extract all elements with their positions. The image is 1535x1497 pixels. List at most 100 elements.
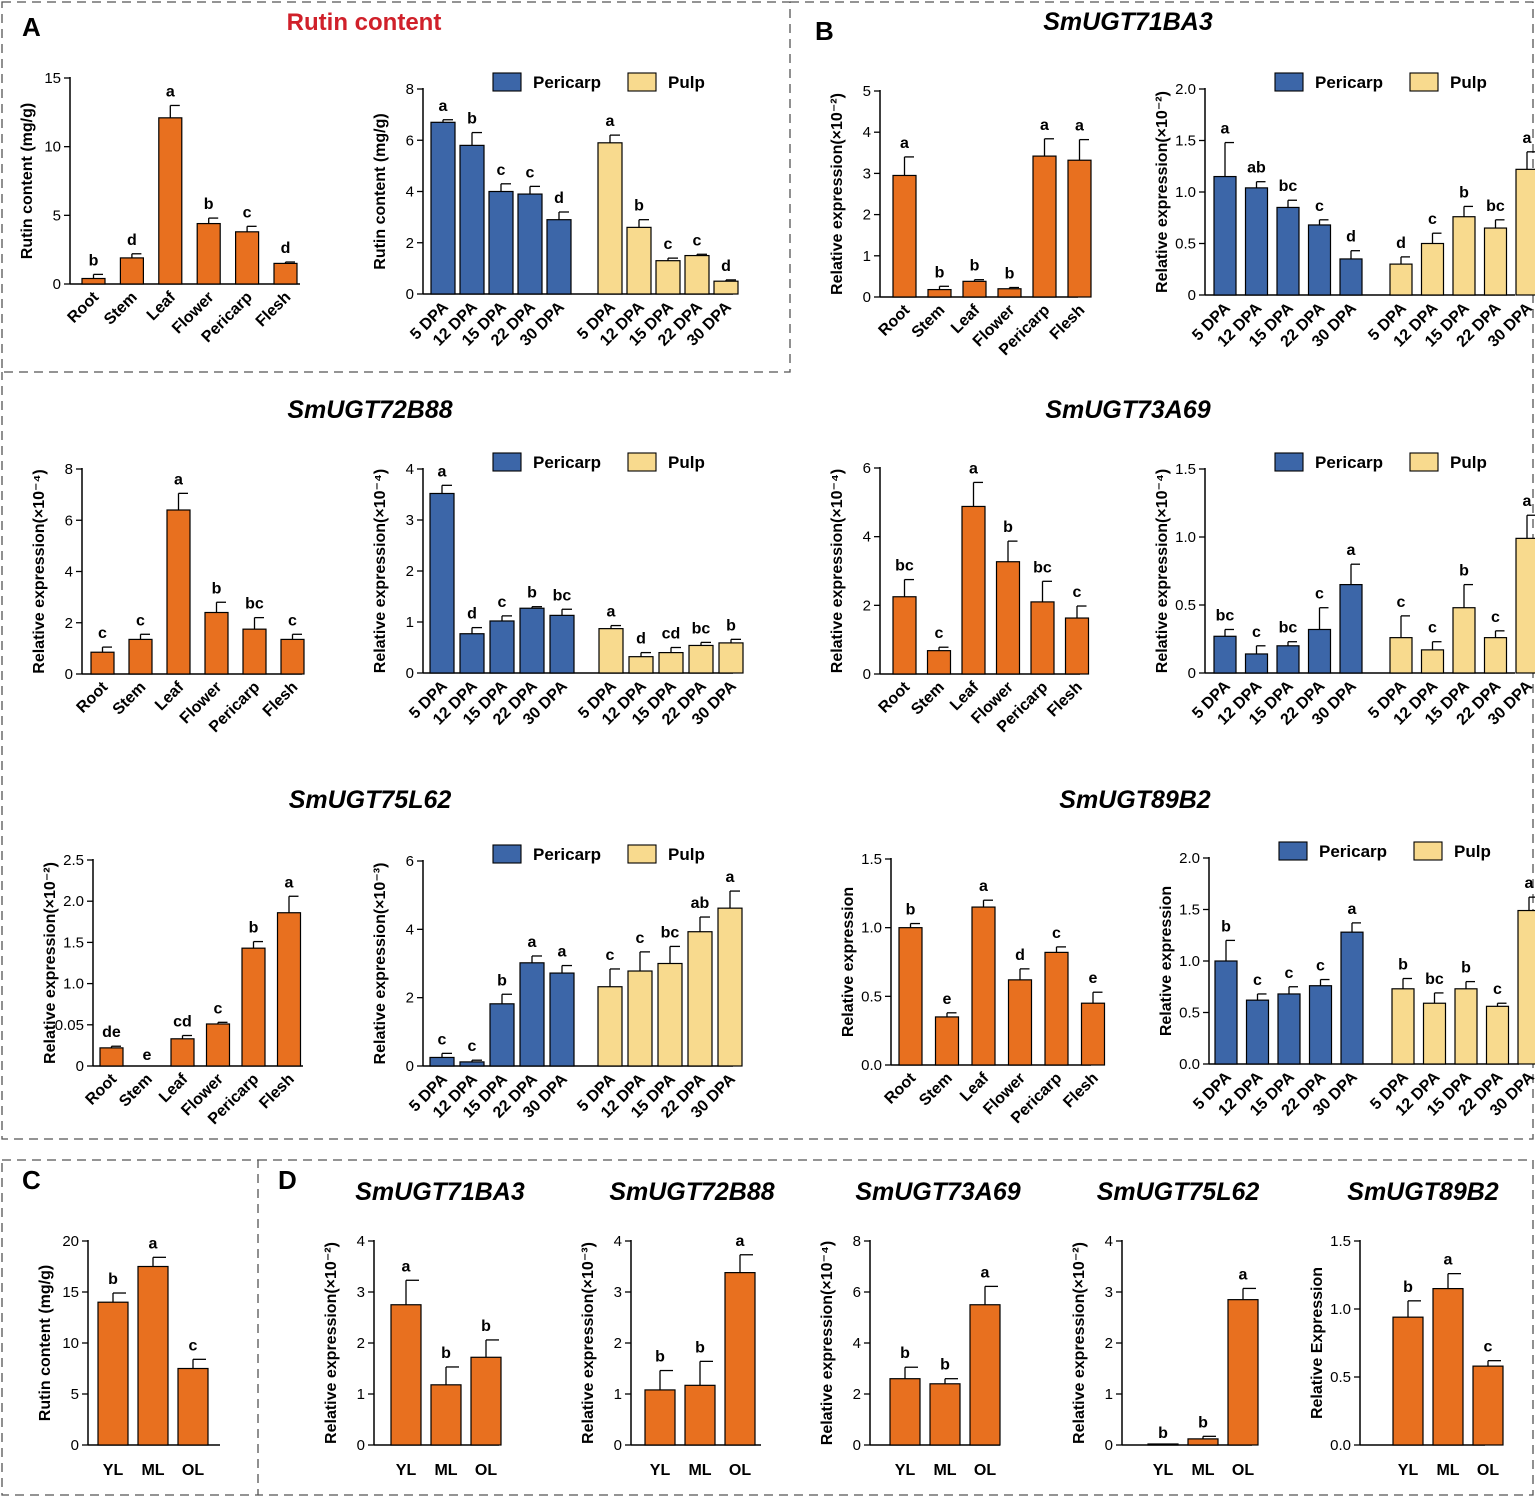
significance-letter: c [136,612,145,629]
pericarp-bar [1308,985,1333,1065]
x-tick-label: Root [65,288,103,326]
significance-letter: c [1428,620,1437,637]
y-tick-label: 4 [406,921,414,938]
y-tick-label: 1.0 [1175,184,1196,201]
y-tick-label: 0 [65,666,73,683]
pericarp-bar [488,190,514,295]
y-tick-label: 0 [406,286,414,303]
pulp-bar [688,644,714,674]
pericarp-bar [549,614,575,674]
x-tick-label: Stem [909,302,949,342]
y-axis-label: Relative expression [840,887,857,1037]
x-tick-label: Root [882,1069,920,1107]
significance-letter: c [1285,965,1294,982]
tissue-bar [90,651,115,675]
y-axis-label: Relative expression [1158,886,1175,1036]
significance-letter: c [1397,594,1406,611]
pulp-bar [597,142,623,295]
y-tick-label: 1.0 [63,976,84,993]
pericarp-bar [1339,258,1363,296]
y-tick-label: 1.0 [1179,953,1200,970]
significance-letter: a [285,874,294,891]
legend-label-pericarp: Pericarp [1315,73,1383,92]
significance-letter: b [1459,563,1469,580]
tissue-bar [97,1301,129,1446]
significance-letter: a [166,83,175,100]
pulp-bar [598,628,624,674]
tissue-bar [1007,979,1033,1066]
significance-letter: bc [895,558,914,575]
y-tick-label: 1.5 [861,851,882,868]
significance-letter: c [664,236,673,253]
pericarp-bar [1244,187,1269,296]
significance-letter: bc [553,587,572,604]
significance-letter: b [441,1345,451,1362]
frame-panel-a [1,1,791,373]
y-tick-label: 4 [357,1233,365,1250]
significance-letter: c [214,1000,223,1017]
tissue-bar [99,1047,124,1067]
y-tick-label: 1.0 [1330,1301,1351,1318]
significance-letter: c [1316,958,1325,975]
panel-letter-c: C [22,1165,41,1195]
y-tick-label: 5 [53,207,61,224]
tissue-bar [892,596,917,675]
y-tick-label: 6 [406,853,414,870]
title-d-smugt89b2: SmUGT89B2 [1347,1178,1499,1206]
tissue-bar [961,505,986,675]
y-tick-label: 4 [863,529,871,546]
tissue-bar [158,117,183,285]
y-axis-label: Rutin content (mg/g) [19,103,36,259]
significance-letter: b [249,920,259,937]
y-tick-label: 3 [614,1284,622,1301]
y-tick-label: 3 [1105,1284,1113,1301]
tissue-bar [962,280,987,298]
significance-letter: d [554,190,564,207]
significance-letter: c [98,625,107,642]
significance-letter: a [1444,1252,1453,1269]
significance-letter: b [108,1271,118,1288]
title-d-smugt71ba3: SmUGT71BA3 [355,1178,525,1206]
tissue-bar [1044,951,1069,1066]
significance-letter: b [906,902,916,919]
y-tick-label: 1 [863,248,871,265]
significance-letter: c [1315,198,1324,215]
y-tick-label: 8 [65,461,73,478]
significance-letter: e [1089,970,1098,987]
x-tick-label: OL [1232,1462,1254,1479]
y-tick-label: 2.0 [1175,81,1196,98]
significance-letter: a [1075,118,1084,135]
pulp-bar [718,642,744,674]
tissue-bar [128,638,153,675]
y-tick-label: 6 [853,1284,861,1301]
pulp-bar [1515,537,1535,674]
significance-letter: b [1398,957,1408,974]
tissue-bar [1080,1002,1106,1066]
frame-panel-b [1,1,1534,1140]
y-tick-label: 0 [76,1058,84,1075]
significance-letter: b [970,258,980,275]
pericarp-bar [459,633,485,674]
y-tick-label: 2.5 [63,852,84,869]
y-tick-label: 1.5 [63,934,84,951]
tissue-bar [390,1304,422,1446]
tissue-bar [644,1389,676,1446]
pulp-bar [717,907,743,1067]
significance-letter: c [1253,972,1262,989]
y-axis-label: Relative expression(×10⁻²) [829,93,846,295]
y-tick-label: 2 [406,990,414,1007]
significance-letter: c [935,625,944,642]
significance-letter: b [940,1357,950,1374]
significance-letter: bc [1486,198,1505,215]
y-tick-label: 8 [406,81,414,98]
pulp-bar [658,651,684,674]
y-tick-label: 1.5 [1179,902,1200,919]
y-tick-label: 3 [863,165,871,182]
tissue-bar [242,628,267,675]
y-tick-label: 2 [357,1335,365,1352]
tissue-bar [273,262,298,285]
x-tick-label: OL [729,1462,751,1479]
pulp-bar [657,962,683,1067]
